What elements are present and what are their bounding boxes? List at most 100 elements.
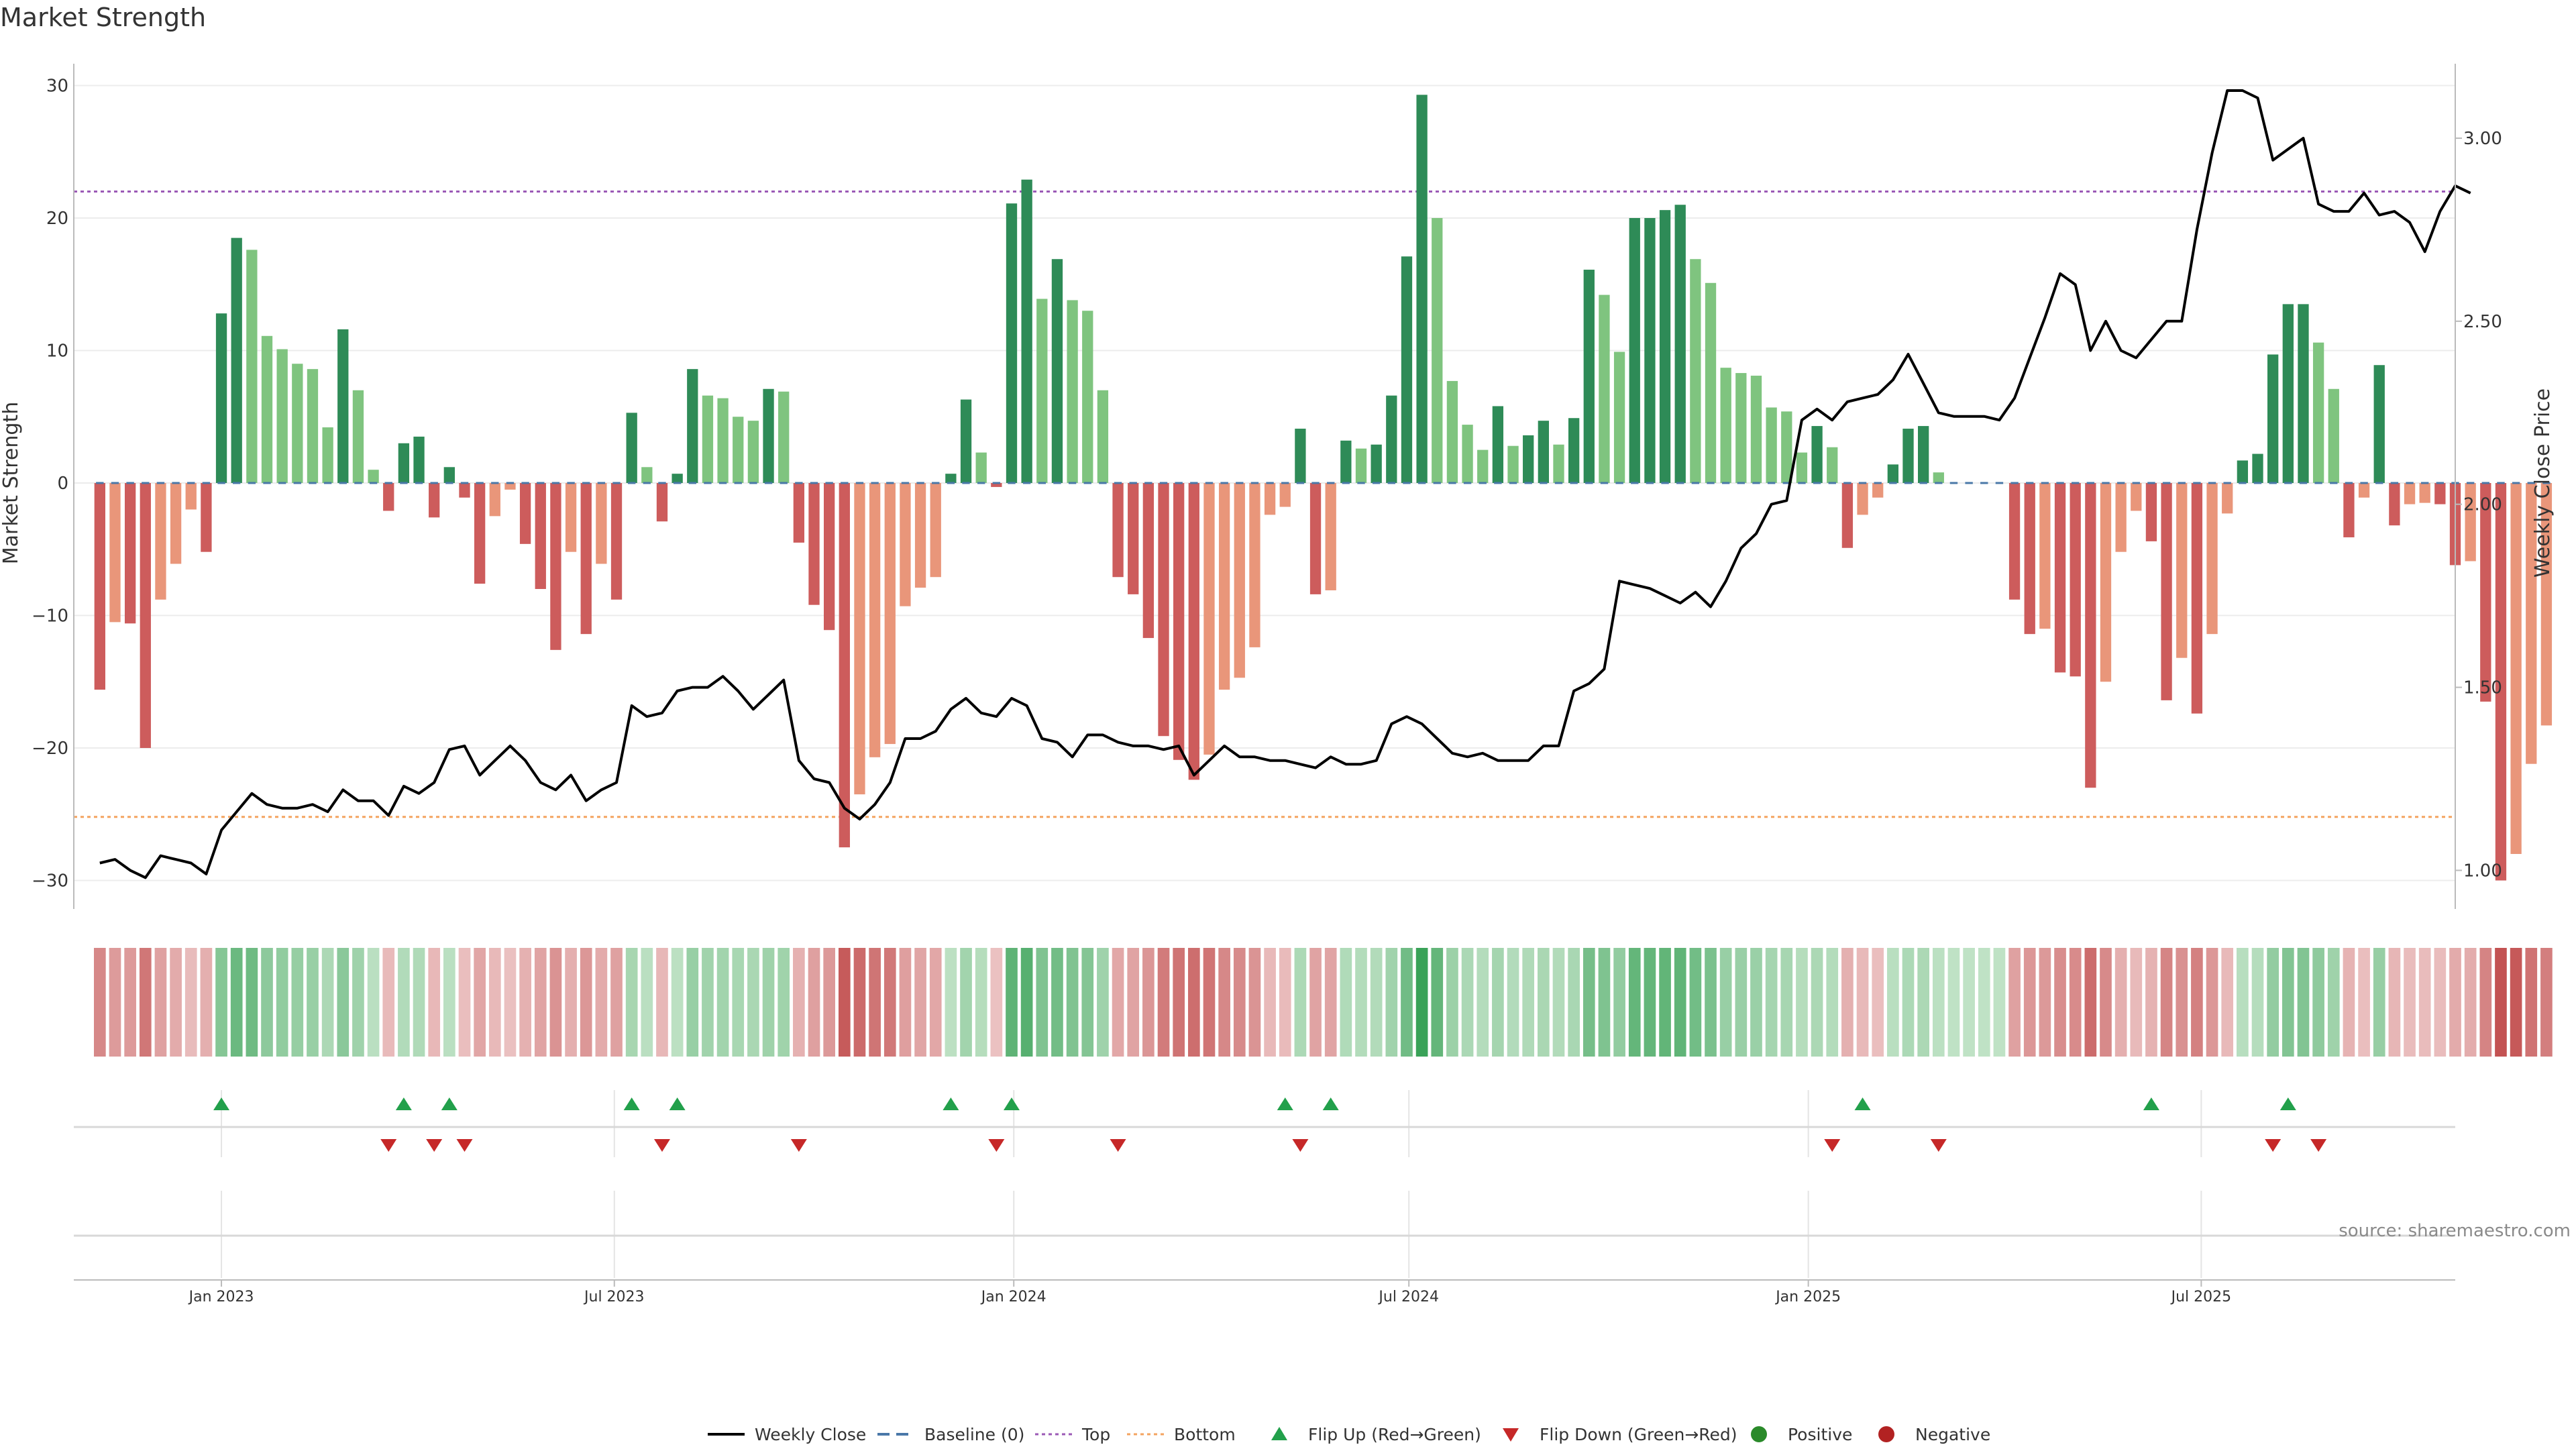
strength-bar (2161, 483, 2172, 700)
strength-bar (580, 483, 592, 635)
heat-cell (1036, 948, 1049, 1057)
heat-cell (1507, 948, 1519, 1057)
strength-bar (1583, 270, 1595, 483)
heat-cell (1582, 948, 1595, 1057)
strength-bar (610, 483, 623, 600)
heat-cell (1294, 948, 1307, 1057)
heat-cell (1355, 948, 1367, 1057)
flip-down-marker (988, 1139, 1005, 1152)
heat-cell (1917, 948, 1929, 1057)
strength-bar (2373, 365, 2385, 483)
strength-bar (1158, 483, 1169, 737)
legend-item-negative: Negative (1878, 1425, 1990, 1444)
strength-bar (2131, 483, 2142, 511)
strength-bar (1325, 483, 1336, 590)
strength-bar (763, 388, 774, 483)
strength-bar (2070, 483, 2081, 677)
strength-bar (337, 329, 349, 483)
strength-bar (1036, 299, 1048, 483)
heat-cell (1492, 948, 1504, 1057)
heat-cell (2008, 948, 2021, 1057)
heat-cell (93, 948, 106, 1057)
x-tick-label: Jan 2025 (1774, 1289, 1841, 1305)
heat-cell (610, 948, 623, 1057)
heat-cell (184, 948, 197, 1057)
legend: Weekly Close Baseline (0) Top Bottom Flip Up… (708, 1425, 1990, 1444)
strength-bar (94, 483, 105, 690)
strength-bar (383, 483, 394, 511)
flip-up-marker (943, 1097, 959, 1110)
legend-item-flip-up: Flip Up (Red→Green) (1271, 1425, 1481, 1444)
strength-bar (702, 395, 714, 483)
flip-up-marker (2143, 1097, 2159, 1110)
strength-bar (1112, 483, 1124, 578)
strength-bar (2191, 483, 2203, 714)
strength-bar (672, 474, 683, 483)
heat-cell (1796, 948, 1808, 1057)
heat-cell (1218, 948, 1230, 1057)
heat-cell (2237, 948, 2249, 1057)
strength-bar (717, 398, 729, 483)
y-tick-label: 20 (46, 209, 68, 229)
heat-cell (291, 948, 304, 1057)
heat-cell (975, 948, 987, 1057)
legend-item-top: Top (1035, 1425, 1110, 1444)
weekly-close-line (99, 89, 2471, 879)
heat-cell (1644, 948, 1656, 1057)
heat-cell (1309, 948, 1322, 1057)
strength-bar (1705, 282, 1717, 483)
legend-label: Flip Down (Green→Red) (1540, 1425, 1737, 1444)
x-tick-label: Jul 2023 (583, 1289, 645, 1305)
strength-bar (1218, 483, 1230, 690)
strength-bar (1234, 483, 1245, 678)
strength-bar (398, 443, 410, 483)
heat-cell (2039, 948, 2051, 1057)
heat-cell (428, 948, 441, 1057)
heat-cell (960, 948, 972, 1057)
flip-up-marker (2279, 1097, 2296, 1110)
heat-cell (641, 948, 653, 1057)
heat-cell (2418, 948, 2431, 1057)
strength-bar (1811, 426, 1823, 483)
heat-cell (109, 948, 121, 1057)
heat-cell (1568, 948, 1580, 1057)
heat-cell (1006, 948, 1018, 1057)
flip-up-marker (1003, 1097, 1020, 1110)
heat-cell (1340, 948, 1352, 1057)
x-tick-label: Jan 2024 (980, 1289, 1046, 1305)
y2-tick-label: 1.50 (2463, 678, 2502, 698)
x-tick-label: Jul 2025 (2170, 1289, 2232, 1305)
heat-cell (1279, 948, 1291, 1057)
heat-cell (1020, 948, 1033, 1057)
heat-cell (1705, 948, 1717, 1057)
flip-down-marker (790, 1139, 807, 1152)
strength-bar (914, 483, 926, 588)
strength-bar (1264, 483, 1276, 515)
strength-bar (140, 483, 151, 748)
heat-cell (1811, 948, 1823, 1057)
heat-cell (2221, 948, 2234, 1057)
heat-cell (2479, 948, 2492, 1057)
strength-bar (656, 483, 668, 522)
strength-heat-strip (93, 948, 2553, 1057)
strength-bar (1142, 483, 1155, 639)
y-tick-label: −20 (32, 739, 68, 759)
strength-bar (1340, 440, 1352, 483)
heat-cell (1415, 948, 1428, 1057)
heat-cell (1963, 948, 1975, 1057)
strength-bar (1933, 472, 1944, 483)
strength-bar (231, 237, 242, 483)
chart-title: Market Strength (0, 3, 207, 32)
strength-bar (1203, 483, 1215, 755)
strength-bar (733, 417, 744, 483)
heat-cell (139, 948, 152, 1057)
strength-bar (2419, 483, 2430, 503)
heat-cell (686, 948, 699, 1057)
strength-bar (2008, 483, 2021, 600)
strength-bar (2465, 483, 2476, 561)
flip-up-marker (1322, 1097, 1339, 1110)
axes: −30 −20 −10 0 10 20 30 1.00 1.50 2.00 2.50 3.00 Mark… (0, 64, 2555, 909)
heat-cell (2388, 948, 2401, 1057)
heat-cell (276, 948, 288, 1057)
strength-bar (2206, 483, 2218, 635)
